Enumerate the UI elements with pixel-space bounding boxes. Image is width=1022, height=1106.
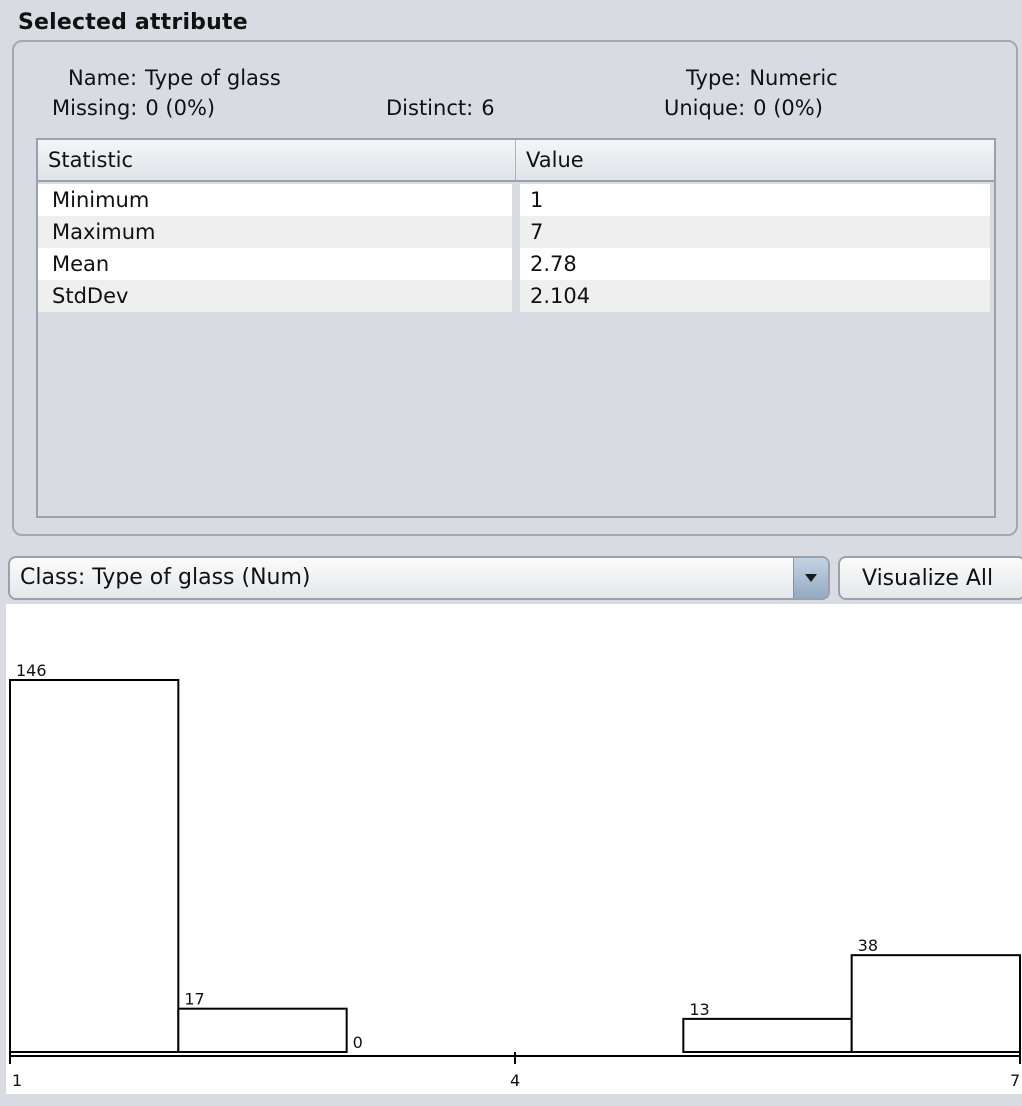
attribute-name: Name: Type of glass [68, 66, 281, 90]
attribute-type: Type: Numeric [686, 66, 838, 90]
histogram-bar [682, 1017, 853, 1053]
value-cell: 2.104 [520, 280, 990, 312]
value-cell: 2.78 [520, 248, 990, 280]
bar-count-label: 38 [858, 936, 878, 955]
histogram-bar [850, 954, 1022, 1053]
histogram-bar [9, 679, 180, 1053]
unique-label: Unique: [664, 96, 746, 120]
section-title: Selected attribute [18, 10, 248, 35]
bar-count-label: 13 [689, 1000, 709, 1019]
distinct-label: Distinct: [386, 96, 474, 120]
name-label: Name: [68, 66, 138, 90]
visualize-all-button[interactable]: Visualize All [838, 556, 1022, 600]
statistic-cell: Maximum [38, 216, 512, 248]
dropdown-arrow-button[interactable] [793, 558, 828, 598]
class-select-value: Class: Type of glass (Num) [20, 565, 311, 590]
table-header: Statistic Value [38, 140, 994, 182]
missing-value: 0 (0%) [145, 96, 216, 120]
bar-count-label: 0 [353, 1033, 363, 1052]
bar-count-label: 17 [184, 990, 204, 1009]
type-value: Numeric [749, 66, 838, 90]
table-body: Minimum 1 Maximum 7 Mean 2.78 StdDev 2.1… [38, 184, 994, 312]
table-row[interactable]: Minimum 1 [38, 184, 994, 216]
histogram-bar [177, 1007, 348, 1054]
missing-label: Missing: [52, 96, 138, 120]
statistic-cell: Minimum [38, 184, 512, 216]
x-tick-label: 4 [510, 1071, 520, 1090]
bar-count-label: 146 [16, 661, 47, 680]
histogram-panel: 146 17 0 13 38 1 4 7 [6, 604, 1022, 1094]
attribute-unique: Unique: 0 (0%) [664, 96, 823, 120]
column-header-value[interactable]: Value [526, 148, 584, 172]
type-label: Type: [686, 66, 742, 90]
column-header-statistic[interactable]: Statistic [38, 140, 516, 180]
name-value: Type of glass [145, 66, 281, 90]
histogram-chart: 146 17 0 13 38 1 4 7 [9, 661, 1022, 1090]
statistics-table: Statistic Value Minimum 1 Maximum 7 Mean… [36, 138, 996, 518]
statistic-cell: StdDev [38, 280, 512, 312]
attribute-distinct: Distinct: 6 [386, 96, 495, 120]
statistic-cell: Mean [38, 248, 512, 280]
table-row[interactable]: Maximum 7 [38, 216, 994, 248]
chevron-down-icon [805, 574, 817, 582]
value-cell: 7 [520, 216, 990, 248]
class-attribute-select[interactable]: Class: Type of glass (Num) [8, 556, 830, 600]
distinct-value: 6 [481, 96, 495, 120]
table-row[interactable]: Mean 2.78 [38, 248, 994, 280]
value-cell: 1 [520, 184, 990, 216]
attribute-missing: Missing: 0 (0%) [52, 96, 215, 120]
table-row[interactable]: StdDev 2.104 [38, 280, 994, 312]
x-tick-label: 7 [1010, 1071, 1020, 1090]
x-tick-label: 1 [12, 1071, 22, 1090]
unique-value: 0 (0%) [753, 96, 823, 120]
